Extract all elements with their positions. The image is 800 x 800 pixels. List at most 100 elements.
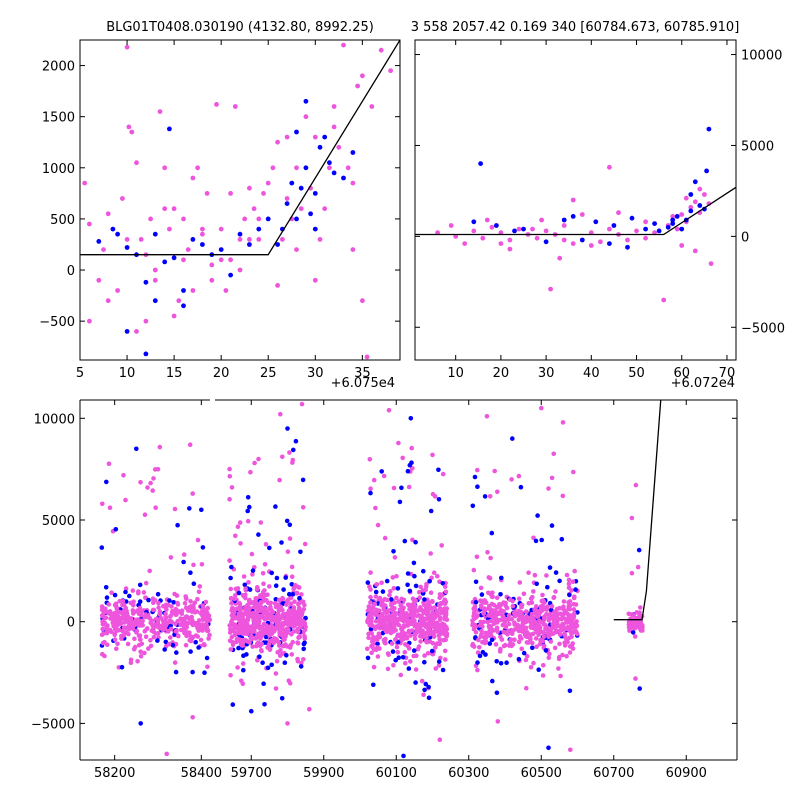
zoom-magenta-point	[162, 165, 168, 171]
full-blue-point	[473, 579, 479, 585]
full-outlier-point	[199, 507, 204, 513]
full-magenta-point	[410, 537, 415, 543]
full-blue-point	[397, 499, 403, 505]
full-magenta-point	[227, 558, 232, 563]
full-magenta-point	[382, 535, 388, 541]
full-magenta-point	[120, 598, 126, 604]
full-magenta-point	[383, 628, 389, 634]
full-magenta-point	[259, 648, 264, 654]
full-magenta-point	[114, 619, 119, 625]
zoom-blue-point	[143, 351, 149, 357]
full-ytick-label: 5000	[42, 514, 75, 529]
full-magenta-point	[106, 461, 112, 467]
full-magenta-point	[432, 605, 438, 610]
full-blue-point	[490, 678, 495, 684]
full-magenta-point	[122, 608, 127, 613]
mid-magenta-point	[661, 297, 667, 303]
full-magenta-point	[274, 604, 280, 610]
full-magenta-point	[299, 592, 304, 597]
full-magenta-point	[289, 574, 295, 579]
full-magenta-point	[260, 571, 266, 576]
full-magenta-point	[234, 639, 239, 645]
zoom-magenta-point	[129, 129, 135, 135]
full-magenta-point	[632, 625, 638, 631]
full-blue-point	[256, 532, 261, 537]
full-magenta-point	[197, 584, 203, 589]
full-magenta-point	[297, 622, 303, 628]
full-magenta-point	[242, 618, 247, 623]
full-magenta-point	[289, 632, 294, 637]
full-magenta-point	[113, 610, 118, 616]
full-magenta-point	[443, 606, 448, 611]
full-magenta-point	[232, 596, 237, 602]
full-magenta-point	[387, 622, 392, 627]
full-magenta-point	[492, 468, 498, 474]
zoom-ytick-label: 1000	[42, 162, 75, 177]
full-magenta-point	[503, 642, 508, 648]
full-magenta-point	[258, 601, 264, 606]
full-blue-point	[265, 665, 271, 671]
full-magenta-point	[112, 616, 117, 621]
full-magenta-point	[245, 615, 251, 620]
full-magenta-point	[633, 482, 639, 488]
full-magenta-point	[552, 645, 558, 651]
zoom-magenta-point	[152, 267, 158, 273]
full-magenta-point	[119, 633, 124, 639]
mid-blue-point	[692, 179, 698, 185]
full-blue-point	[539, 537, 544, 543]
zoom-blue-point	[143, 279, 149, 285]
full-magenta-point	[101, 610, 107, 616]
full-blue-point	[167, 598, 172, 603]
full-magenta-point	[284, 602, 289, 607]
full-magenta-point	[128, 660, 134, 666]
full-magenta-point	[441, 637, 446, 643]
full-outlier-point	[285, 426, 290, 431]
zoom-magenta-point	[303, 114, 309, 120]
full-blue-point	[498, 592, 503, 597]
full-outlier-point	[568, 747, 573, 753]
full-magenta-point	[108, 611, 113, 617]
full-magenta-point	[420, 631, 426, 636]
full-magenta-point	[150, 607, 156, 613]
full-magenta-point	[114, 606, 120, 612]
full-magenta-point	[471, 567, 477, 573]
mid-xtick-label: 60	[673, 366, 690, 381]
full-magenta-point	[143, 580, 149, 586]
full-magenta-point	[200, 628, 205, 633]
full-blue-point	[261, 681, 266, 686]
zoom-blue-point	[171, 255, 177, 261]
full-magenta-point	[144, 614, 149, 619]
full-blue-point	[384, 578, 390, 584]
mid-blue-point	[670, 221, 676, 227]
full-magenta-point	[249, 551, 255, 557]
full-magenta-point	[240, 643, 245, 648]
zoom-magenta-point	[284, 196, 290, 201]
full-magenta-point	[396, 599, 401, 604]
full-blue-point	[174, 650, 179, 655]
full-magenta-point	[524, 685, 529, 691]
zoom-magenta-point	[105, 298, 111, 304]
full-magenta-point	[384, 597, 390, 603]
full-magenta-point	[202, 607, 207, 612]
full-blue-point	[567, 592, 572, 598]
full-magenta-point	[229, 600, 234, 606]
full-magenta-point	[189, 614, 194, 620]
zoom-blue-point	[341, 175, 346, 181]
full-magenta-point	[542, 622, 547, 628]
full-blue-point	[436, 659, 442, 664]
full-magenta-point	[521, 617, 526, 622]
full-blue-point	[412, 573, 417, 579]
full-blue-point	[499, 575, 504, 581]
full-blue-point	[236, 590, 242, 596]
full-blue-point	[559, 536, 565, 542]
full-magenta-point	[184, 596, 189, 601]
zoom-magenta-point	[265, 180, 271, 186]
full-magenta-point	[485, 550, 490, 555]
mid-ytick-label: −5000	[741, 321, 785, 336]
zoom-xtick-label: 30	[307, 366, 324, 381]
zoom-xtick-label: 25	[260, 366, 277, 381]
full-magenta-point	[373, 594, 379, 599]
full-magenta-point	[408, 659, 413, 664]
mid-magenta-point	[708, 261, 714, 266]
full-magenta-point	[373, 612, 378, 617]
